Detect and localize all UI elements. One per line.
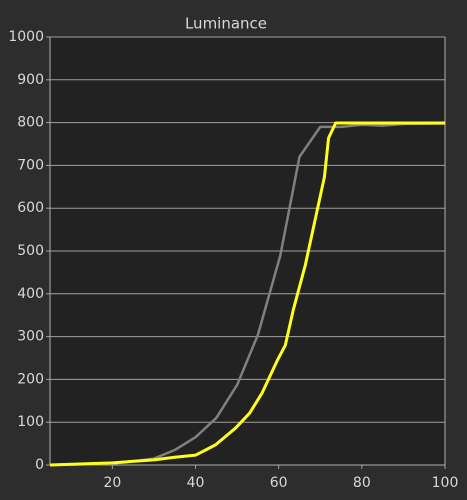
y-tick-label: 0 <box>35 457 44 473</box>
x-tick-label: 80 <box>353 475 371 491</box>
y-tick-label: 700 <box>17 157 44 173</box>
x-tick-label: 100 <box>432 475 459 491</box>
y-tick-label: 200 <box>17 371 44 387</box>
y-tick-label: 100 <box>17 414 44 430</box>
y-tick-label: 500 <box>17 243 44 259</box>
y-tick-label: 1000 <box>8 29 44 45</box>
y-tick-label: 600 <box>17 200 44 216</box>
y-tick-label: 300 <box>17 329 44 345</box>
y-tick-label: 800 <box>17 115 44 131</box>
y-tick-label: 400 <box>17 286 44 302</box>
x-tick-label: 60 <box>270 475 288 491</box>
x-tick-label: 40 <box>187 475 205 491</box>
x-tick-label: 20 <box>103 475 121 491</box>
data-line <box>49 121 445 467</box>
data-line <box>49 122 446 467</box>
chart-title: Luminance <box>185 15 267 33</box>
y-tick-label: 900 <box>17 72 44 88</box>
